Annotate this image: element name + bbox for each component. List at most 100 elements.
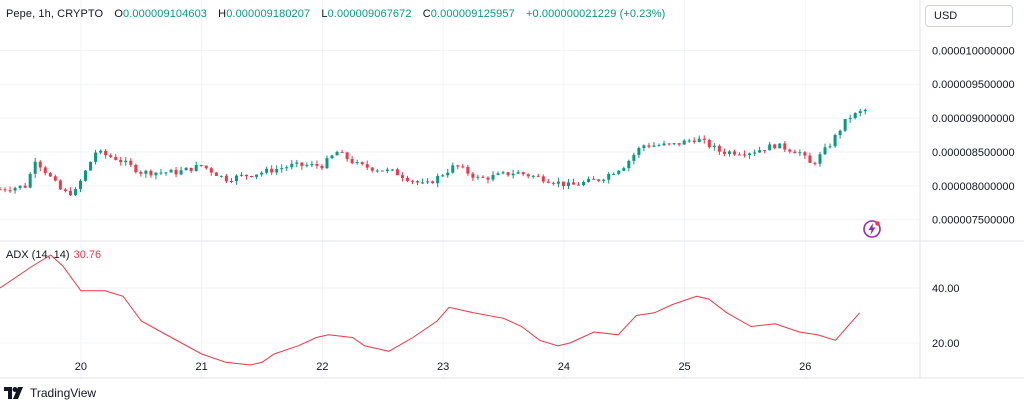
candle-body <box>295 162 299 164</box>
candle-body <box>602 179 606 181</box>
low-label: L <box>321 8 328 20</box>
candle-body <box>426 181 430 183</box>
candle-body <box>214 172 218 176</box>
candle-body <box>174 169 178 175</box>
candle-body <box>245 174 249 177</box>
candle-body <box>491 174 495 180</box>
candle-body <box>481 176 485 178</box>
candle-body <box>818 154 822 164</box>
tradingview-logo-icon <box>4 387 23 399</box>
candle-body <box>375 170 379 172</box>
candle-body <box>461 166 465 168</box>
candle-body <box>471 173 475 178</box>
candle-body <box>255 174 259 177</box>
candle-body <box>672 143 676 145</box>
candle-body <box>270 168 274 173</box>
time-tick-label: 26 <box>799 361 811 373</box>
candle-body <box>727 151 731 154</box>
candle-body <box>154 172 158 176</box>
candle-body <box>813 162 817 164</box>
candle-body <box>280 168 284 170</box>
change-value: +0.000000021229 (+0.23%) <box>525 8 666 20</box>
candle-body <box>632 154 636 161</box>
candle-body <box>561 181 565 187</box>
low-value: 0.000009067672 <box>327 8 412 20</box>
adx-tick-label: 20.00 <box>932 338 960 350</box>
candle-body <box>743 154 747 156</box>
candle-body <box>793 151 797 154</box>
candle-body <box>119 159 123 163</box>
candle-body <box>89 161 93 171</box>
candle-body <box>783 143 787 150</box>
candle-body <box>360 162 364 165</box>
candle-body <box>250 176 254 178</box>
candle-body <box>400 175 404 178</box>
price-tick-label: 0.000010000000 <box>932 45 1015 57</box>
candle-body <box>476 176 480 178</box>
candle-body <box>179 170 183 175</box>
candle-body <box>833 134 837 147</box>
candle-body <box>300 162 304 166</box>
candle-body <box>612 173 616 175</box>
candle-body <box>566 182 570 187</box>
candle-body <box>838 130 842 135</box>
candle-body <box>521 172 525 175</box>
high-label: H <box>218 8 227 20</box>
candle-body <box>551 182 555 184</box>
candle-body <box>768 144 772 151</box>
candle-body <box>78 180 82 190</box>
currency-button[interactable]: USD <box>925 5 1013 27</box>
candle-body <box>687 140 691 142</box>
candle-body <box>385 169 389 171</box>
time-tick-label: 25 <box>678 361 690 373</box>
candle-body <box>652 145 656 147</box>
candle-body <box>431 181 435 184</box>
candle-body <box>828 146 832 148</box>
candle-body <box>13 187 17 191</box>
candle-body <box>682 140 686 145</box>
candle-body <box>411 180 415 182</box>
adx-indicator-name[interactable]: ADX (14, 14) <box>6 249 70 261</box>
candle-body <box>662 143 666 146</box>
candle-body <box>798 152 802 154</box>
flash-icon[interactable] <box>862 219 882 239</box>
candle-body <box>451 165 455 173</box>
candle-body <box>526 174 530 177</box>
candle-body <box>134 164 138 173</box>
adx-tick-label: 40.00 <box>932 283 960 295</box>
candle-body <box>84 170 88 181</box>
candle-body <box>531 175 535 177</box>
candle-body <box>139 172 143 174</box>
open-value: 0.000009104603 <box>123 8 208 20</box>
candle-body <box>184 167 188 171</box>
candle-body <box>285 167 289 169</box>
candle-body <box>597 179 601 181</box>
price-tick-label: 0.000009000000 <box>932 113 1015 125</box>
grid <box>0 0 920 378</box>
candle-body <box>441 175 445 177</box>
candle-body <box>592 178 596 180</box>
candle-body <box>577 184 581 186</box>
candle-body <box>53 176 57 181</box>
candle-body <box>808 155 812 163</box>
candle-body <box>149 170 153 176</box>
candle-body <box>788 149 792 152</box>
adx-series <box>0 254 860 366</box>
candle-body <box>753 152 757 154</box>
candle-body <box>717 145 721 152</box>
candle-body <box>260 172 264 175</box>
time-tick-label: 20 <box>75 361 87 373</box>
price-tick-label: 0.000007500000 <box>932 215 1015 227</box>
candle-body <box>8 190 12 192</box>
candle-body <box>164 172 168 174</box>
time-tick-label: 23 <box>437 361 449 373</box>
symbol-label[interactable]: Pepe, 1h, CRYPTO <box>6 8 104 20</box>
time-tick-label: 24 <box>558 361 570 373</box>
brand[interactable]: TradingView <box>4 386 96 400</box>
candle-body <box>587 178 591 182</box>
adx-legend: ADX (14, 14) 30.76 <box>6 249 101 261</box>
candle-body <box>159 172 163 174</box>
candle-body <box>23 185 27 188</box>
candle-body <box>466 166 470 174</box>
